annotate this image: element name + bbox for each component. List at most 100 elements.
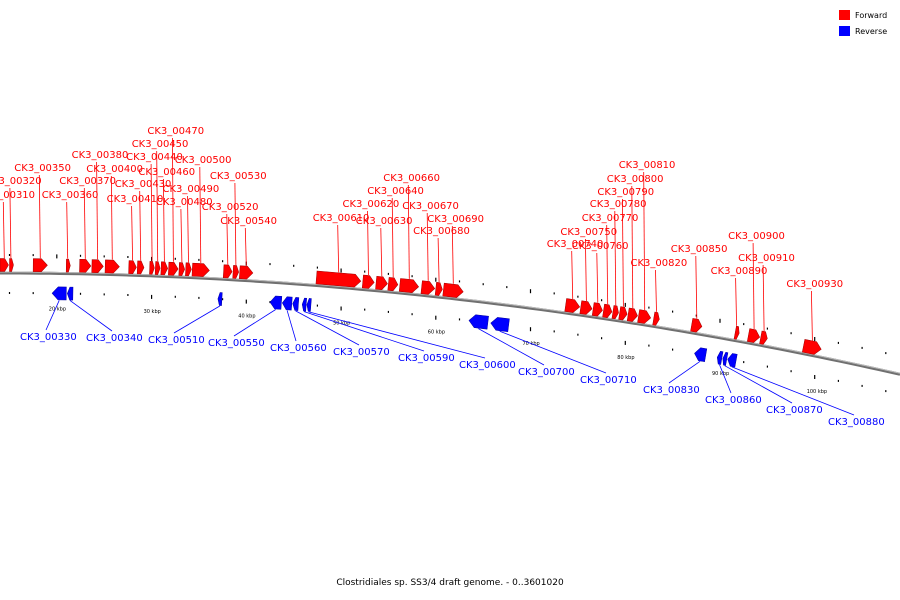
forward-gene-ck3-00750[interactable]	[579, 300, 593, 316]
forward-gene-ck3-00620[interactable]	[361, 274, 375, 289]
forward-gene-label[interactable]: CK3_00770	[582, 213, 639, 224]
forward-gene-label[interactable]: CK3_00520	[202, 202, 259, 213]
forward-gene-label[interactable]: CK3_00690	[427, 214, 484, 225]
forward-gene-label[interactable]: CK3_00530	[210, 171, 267, 182]
forward-gene-ck3-00540[interactable]	[239, 265, 254, 280]
reverse-gene-label[interactable]: CK3_00340	[86, 333, 143, 344]
reverse-gene-label[interactable]: CK3_00330	[20, 332, 77, 343]
forward-gene-ck3-00500[interactable]	[191, 262, 210, 277]
reverse-gene-ck3-00510[interactable]	[217, 292, 223, 306]
forward-gene-ck3-00630[interactable]	[375, 275, 389, 290]
forward-gene-label[interactable]: CK3_00460	[138, 167, 195, 178]
forward-gene-ck3-00850[interactable]	[690, 318, 703, 333]
forward-gene-label[interactable]: CK3_00790	[597, 187, 654, 198]
forward-gene-label[interactable]: CK3_00780	[590, 199, 647, 210]
forward-gene-ck3-00490[interactable]	[185, 262, 192, 277]
reverse-gene-ck3-00870[interactable]	[722, 352, 729, 366]
forward-gene-label[interactable]: CK3_00410	[107, 194, 164, 205]
forward-gene-label[interactable]: CK3_00930	[786, 279, 843, 290]
forward-gene-label[interactable]: CK3_00500	[175, 155, 232, 166]
forward-gene-ck3-00410[interactable]	[128, 260, 137, 274]
forward-gene-label[interactable]: CK3_00820	[631, 258, 688, 269]
reverse-gene-label[interactable]: CK3_00870	[766, 405, 823, 416]
reverse-gene-label[interactable]: CK3_00830	[643, 385, 700, 396]
forward-gene-ck3-00810[interactable]	[637, 309, 652, 325]
reverse-gene-label[interactable]: CK3_00710	[580, 375, 637, 386]
forward-gene-label[interactable]: CK3_00320	[0, 176, 42, 187]
forward-gene-ck3-00360[interactable]	[65, 258, 71, 273]
reverse-gene-ck3-00700[interactable]	[468, 314, 489, 330]
forward-gene-label[interactable]: CK3_00850	[671, 244, 728, 255]
forward-gene-ck3-00400[interactable]	[104, 259, 120, 274]
reverse-gene-label[interactable]: CK3_00860	[705, 395, 762, 406]
reverse-gene-ck3-00340[interactable]	[67, 286, 74, 301]
forward-gene-label[interactable]: CK3_00400	[86, 164, 143, 175]
forward-gene-ck3-00820[interactable]	[652, 311, 661, 326]
reverse-gene-ck3-00860[interactable]	[716, 350, 724, 365]
forward-gene-label[interactable]: CK3_00610	[313, 213, 370, 224]
forward-gene-ck3-00480[interactable]	[178, 262, 185, 276]
forward-gene-label[interactable]: CK3_00660	[383, 173, 440, 184]
forward-gene-ck3-00740[interactable]	[564, 298, 581, 314]
forward-gene-ck3-00310[interactable]	[0, 258, 9, 272]
forward-gene-label[interactable]: CK3_00740	[547, 239, 604, 250]
forward-gene-label[interactable]: CK3_00630	[356, 216, 413, 227]
forward-gene-ck3-00320[interactable]	[9, 258, 14, 272]
reverse-gene-ck3-00880[interactable]	[726, 353, 738, 368]
forward-gene-label[interactable]: CK3_00310	[0, 190, 35, 201]
forward-gene-label[interactable]: CK3_00760	[572, 241, 629, 252]
reverse-gene-label[interactable]: CK3_00570	[333, 347, 390, 358]
forward-gene-label[interactable]: CK3_00350	[14, 163, 71, 174]
reverse-gene-ck3-00550[interactable]	[269, 295, 283, 310]
forward-gene-ck3-00430[interactable]	[136, 260, 145, 275]
forward-gene-label[interactable]: CK3_00540	[220, 216, 277, 227]
forward-gene-label[interactable]: CK3_00910	[738, 253, 795, 264]
forward-gene-ck3-00890[interactable]	[733, 325, 740, 340]
forward-gene-label[interactable]: CK3_00680	[413, 226, 470, 237]
reverse-gene-ck3-00590[interactable]	[301, 297, 307, 312]
reverse-gene-label[interactable]: CK3_00550	[208, 338, 265, 349]
reverse-gene-ck3-00710[interactable]	[490, 317, 510, 333]
reverse-gene-label[interactable]: CK3_00560	[270, 343, 327, 354]
forward-gene-label[interactable]: CK3_00620	[343, 199, 400, 210]
forward-gene-ck3-00770[interactable]	[602, 303, 613, 318]
forward-gene-label[interactable]: CK3_00380	[72, 150, 129, 161]
forward-gene-label[interactable]: CK3_00490	[163, 184, 220, 195]
forward-gene-ck3-00790[interactable]	[618, 306, 629, 321]
forward-gene-label[interactable]: CK3_00670	[402, 201, 459, 212]
forward-gene-ck3-00670[interactable]	[420, 280, 436, 295]
forward-gene-ck3-00380[interactable]	[91, 259, 104, 273]
reverse-gene-ck3-00560[interactable]	[282, 296, 293, 311]
reverse-gene-ck3-00330[interactable]	[51, 286, 67, 301]
forward-gene-ck3-00660[interactable]	[398, 278, 419, 293]
forward-gene-ck3-00460[interactable]	[160, 261, 168, 276]
forward-gene-label[interactable]: CK3_00890	[711, 266, 768, 277]
reverse-gene-label[interactable]: CK3_00510	[148, 335, 205, 346]
forward-gene-ck3-00900[interactable]	[747, 328, 761, 344]
forward-gene-ck3-00470[interactable]	[168, 261, 179, 276]
forward-gene-label[interactable]: CK3_00900	[728, 231, 785, 242]
forward-gene-ck3-00760[interactable]	[591, 302, 603, 317]
forward-gene-label[interactable]: CK3_00360	[42, 190, 99, 201]
forward-gene-ck3-00350[interactable]	[32, 258, 48, 272]
forward-gene-label[interactable]: CK3_00470	[147, 126, 204, 137]
forward-gene-label[interactable]: CK3_00440	[126, 152, 183, 163]
forward-gene-label[interactable]: CK3_00800	[607, 174, 664, 185]
forward-gene-label[interactable]: CK3_00810	[619, 160, 676, 171]
reverse-gene-label[interactable]: CK3_00700	[518, 367, 575, 378]
forward-gene-label[interactable]: CK3_00370	[59, 176, 116, 187]
forward-gene-label[interactable]: CK3_00480	[156, 197, 213, 208]
forward-gene-ck3-00780[interactable]	[611, 305, 620, 320]
forward-gene-ck3-00610[interactable]	[315, 270, 362, 288]
forward-gene-label[interactable]: CK3_00640	[367, 186, 424, 197]
reverse-gene-ck3-00570[interactable]	[292, 297, 300, 311]
forward-gene-label[interactable]: CK3_00450	[132, 139, 189, 150]
reverse-gene-ck3-00830[interactable]	[693, 347, 708, 362]
forward-gene-ck3-00450[interactable]	[154, 261, 161, 275]
forward-gene-ck3-00640[interactable]	[387, 277, 399, 292]
forward-gene-ck3-00520[interactable]	[222, 264, 233, 279]
forward-gene-label[interactable]: CK3_00430	[115, 179, 172, 190]
forward-gene-ck3-00800[interactable]	[626, 307, 638, 322]
reverse-gene-label[interactable]: CK3_00590	[398, 353, 455, 364]
forward-gene-ck3-00930[interactable]	[801, 339, 822, 355]
